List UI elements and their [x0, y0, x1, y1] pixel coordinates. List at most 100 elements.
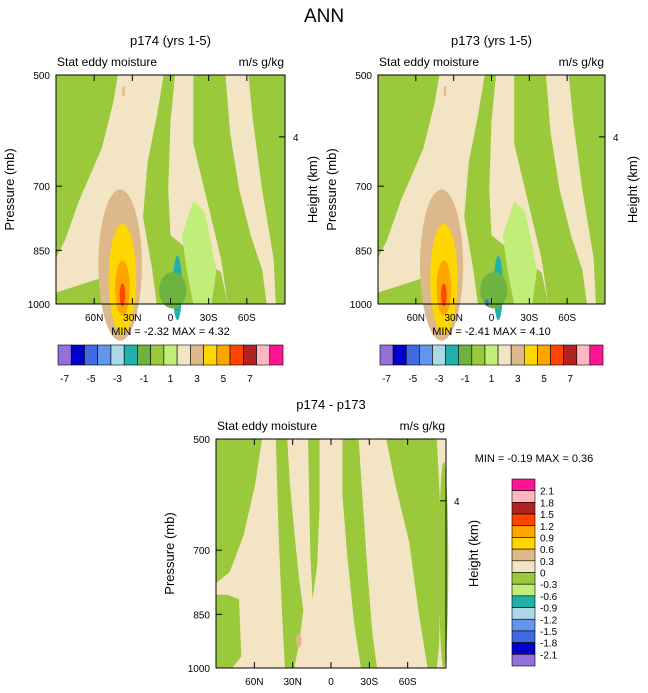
panel-left-label: Stat eddy moisture — [379, 55, 479, 69]
colorbar-swatch — [511, 618, 536, 632]
colorbar-swatch — [511, 572, 536, 585]
y-tick-label: 850 — [355, 246, 372, 257]
colorbar-swatch — [537, 344, 551, 366]
field-region — [568, 75, 605, 304]
colorbar-swatch — [511, 595, 536, 608]
colorbar-swatch — [511, 478, 536, 491]
panel-right-label: m/s g/kg — [400, 419, 445, 433]
colorbar-swatch — [163, 344, 178, 366]
field-region — [122, 86, 125, 96]
x-tick-label: 0 — [168, 313, 174, 324]
colorbar-label: -3 — [435, 374, 444, 385]
contour-field — [378, 75, 605, 341]
field-region — [464, 75, 549, 304]
colorbar-swatch — [110, 344, 125, 366]
panel-left-label: Stat eddy moisture — [217, 419, 317, 433]
stats-text: MIN = -2.41 MAX = 4.10 — [432, 326, 551, 338]
colorbar-swatch — [563, 344, 578, 366]
colorbar-label: 2.1 — [540, 487, 554, 498]
field-region — [378, 75, 440, 259]
colorbar-swatch — [511, 525, 536, 538]
field-region — [143, 75, 228, 304]
colorbar-swatch — [190, 344, 204, 366]
right-tick-label: 4 — [293, 133, 299, 144]
x-tick-label: 30S — [200, 313, 218, 324]
colorbar-swatch — [511, 654, 536, 667]
colorbar-label: -2.1 — [540, 650, 558, 661]
colorbar-label: -1.2 — [540, 615, 558, 626]
colorbar-label: -1.5 — [540, 627, 558, 638]
field-region — [386, 439, 442, 668]
x-tick-label: 60S — [399, 677, 417, 688]
colorbar-label: 7 — [247, 374, 253, 385]
colorbar-swatch — [405, 344, 420, 366]
y-tick-label: 850 — [193, 610, 210, 621]
colorbar-label: 1 — [489, 374, 495, 385]
y-axis-right-label: Height (km) — [466, 520, 481, 587]
colorbar-swatch — [471, 344, 486, 366]
field-region — [248, 75, 285, 304]
colorbar-swatch — [484, 344, 499, 366]
colorbar-label: 1.5 — [540, 510, 554, 521]
colorbar-label: 1.2 — [540, 522, 554, 533]
colorbar-label: 0.6 — [540, 545, 554, 556]
y-tick-label: 1000 — [188, 664, 211, 675]
colorbar-label: 5 — [541, 374, 547, 385]
colorbar-swatch — [550, 344, 564, 366]
colorbar-swatch — [203, 344, 218, 366]
y-tick-label: 500 — [193, 435, 210, 446]
main-colorbar: -7 -5 -3 -1 1 3 5 7 -7 -5 -3 -1 1 3 5 7 — [57, 344, 604, 385]
y-tick-label: 850 — [33, 246, 50, 257]
colorbar-label: -5 — [408, 374, 417, 385]
colorbar-label: 0.9 — [540, 533, 554, 544]
x-tick-label: 0 — [489, 313, 495, 324]
colorbar-swatch — [497, 344, 512, 366]
colorbar-label: 0 — [540, 569, 546, 580]
colorbar-label: -3 — [113, 374, 122, 385]
colorbar-swatch — [458, 344, 473, 366]
colorbar-horizontal: -7 -5 -3 -1 1 3 5 7 — [57, 344, 284, 385]
colorbar-swatch — [445, 344, 460, 366]
stats-text: MIN = -0.19 MAX = 0.36 — [475, 453, 594, 465]
colorbar-swatch — [511, 607, 536, 620]
colorbar-swatch — [523, 344, 538, 366]
colorbar-label: -7 — [382, 374, 391, 385]
y-tick-label: 500 — [33, 71, 50, 82]
y-axis-label: Pressure (mb) — [2, 148, 17, 230]
colorbar-label: 0.3 — [540, 557, 554, 568]
panel-right-label: m/s g/kg — [239, 55, 284, 69]
panel-right-label: m/s g/kg — [559, 55, 604, 69]
right-tick-label: 4 — [454, 497, 460, 508]
y-axis-label: Pressure (mb) — [324, 148, 339, 230]
colorbar-swatch — [511, 537, 536, 550]
colorbar-label: -1 — [140, 374, 149, 385]
x-tick-label: 60S — [238, 313, 256, 324]
y-axis-label: Pressure (mb) — [162, 512, 177, 594]
field-region — [216, 594, 242, 668]
right-tick-label: 4 — [613, 133, 619, 144]
red-blob — [441, 283, 447, 307]
colorbar-swatch — [97, 344, 112, 366]
chart-panel-diff: p174 - p173 Stat eddy moisture m/s g/kg 60N… — [162, 397, 593, 688]
diff-colorbar: 2.11.81.51.20.90.60.30-0.3-0.6-0.9-1.2-1… — [511, 478, 558, 667]
x-tick-label: 60S — [558, 313, 576, 324]
colorbar-swatch — [123, 344, 138, 366]
y-axis-right-label: Height (km) — [305, 156, 320, 223]
figure-title: ANN — [304, 6, 344, 27]
colorbar-swatch — [57, 344, 72, 366]
x-tick-label: 30S — [360, 677, 378, 688]
field-region — [443, 86, 447, 96]
colorbar-horizontal: -7 -5 -3 -1 1 3 5 7 — [379, 344, 604, 385]
colorbar-swatch — [432, 344, 446, 366]
field-region — [275, 439, 304, 668]
field-region — [502, 200, 537, 304]
colorbar-swatch — [256, 344, 271, 366]
colorbar-swatch — [242, 344, 257, 366]
colorbar-swatch — [576, 344, 591, 366]
colorbar-label: 7 — [567, 374, 573, 385]
field-region — [308, 439, 320, 600]
panel-title: p174 (yrs 1-5) — [130, 33, 211, 48]
colorbar-swatch — [511, 490, 536, 503]
tan-spot — [296, 633, 302, 648]
y-tick-label: 700 — [355, 182, 372, 193]
